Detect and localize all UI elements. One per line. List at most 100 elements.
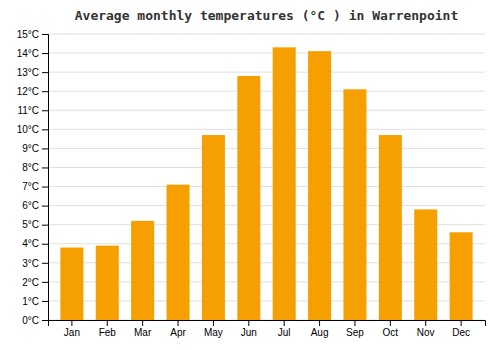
tick-mark (354, 320, 355, 326)
grid-line (48, 91, 485, 92)
bar (343, 89, 366, 320)
tick-mark (425, 320, 426, 326)
tick-label: Jan (64, 327, 80, 338)
y-axis: 0°C 1°C 2°C 3°C 4°C 5°C 6°C 7°C 8°C 9°C 10°C 11°C 12… (17, 29, 49, 326)
tick-mark (42, 282, 48, 283)
bar (131, 221, 154, 320)
grid-line (48, 129, 485, 130)
grid-line (48, 205, 485, 206)
tick-mark (178, 320, 179, 326)
tick-label: 9°C (22, 143, 39, 154)
tick-mark (42, 72, 48, 73)
bar (237, 76, 260, 320)
tick: 9°C (22, 143, 48, 154)
tick-label: 14°C (17, 48, 39, 59)
bar (273, 47, 296, 320)
tick-mark (71, 320, 72, 326)
title: Average monthly temperatures (°C ) in Wa… (75, 8, 459, 23)
tick: 8°C (22, 162, 48, 173)
tick-label: 10°C (17, 124, 39, 135)
tick: 15°C (17, 29, 48, 40)
bars (60, 47, 472, 320)
tick-mark (42, 148, 48, 149)
tick-label: Aug (311, 327, 329, 338)
grid-line (48, 148, 485, 149)
tick: 6°C (22, 200, 48, 211)
tick-mark (461, 320, 462, 326)
grid-line (48, 167, 485, 168)
tick-mark (42, 206, 48, 207)
tick-mark (107, 320, 108, 326)
bar (60, 248, 83, 320)
tick-mark (42, 320, 48, 321)
tick-mark (42, 110, 48, 111)
tick: 3°C (22, 258, 48, 269)
tick-label: 8°C (22, 162, 39, 173)
tick-label: Jul (278, 327, 291, 338)
x-axis: JanFebMarAprMayJunJulAugSepOctNovDec (49, 320, 486, 338)
tick-mark (284, 320, 285, 326)
bar (414, 209, 437, 320)
tick-mark (42, 301, 48, 302)
tick-label: 13°C (17, 67, 39, 78)
bar (379, 135, 402, 320)
tick-mark (42, 244, 48, 245)
bar (96, 246, 119, 320)
tick: Dec (452, 320, 470, 338)
tick: 13°C (17, 67, 48, 78)
tick-label: 12°C (17, 86, 39, 97)
tick-label: 15°C (17, 29, 39, 40)
bar (450, 232, 473, 320)
tick: Jun (241, 320, 257, 338)
tick-label: 2°C (22, 277, 39, 288)
tick-label: Oct (383, 327, 399, 338)
tick-mark (42, 53, 48, 54)
tick: 1°C (22, 296, 48, 307)
tick: 14°C (17, 48, 48, 59)
tick: 4°C (22, 238, 48, 249)
bar (308, 51, 331, 320)
axis-line (49, 321, 486, 327)
tick-label: Feb (99, 327, 117, 338)
tick: 10°C (17, 124, 48, 135)
tick-label: 0°C (22, 315, 39, 326)
tick-mark (42, 34, 48, 35)
tick: 7°C (22, 181, 48, 192)
tick-mark (42, 187, 48, 188)
tick: Jan (64, 320, 80, 338)
tick: Aug (311, 320, 329, 338)
tick: 11°C (17, 105, 48, 116)
grid-line (48, 186, 485, 187)
tick-mark (42, 263, 48, 264)
bar (202, 135, 225, 320)
tick-label: May (204, 327, 223, 338)
tick-label: 11°C (17, 105, 39, 116)
tick: Sep (346, 320, 364, 338)
tick-label: Dec (452, 327, 470, 338)
grid-line (48, 53, 485, 54)
tick-mark (42, 91, 48, 92)
tick-label: 7°C (22, 181, 39, 192)
tick-label: 6°C (22, 200, 39, 211)
plot: 0°C 1°C 2°C 3°C 4°C 5°C 6°C 7°C 8°C 9°C 10°C 11°C 12… (17, 29, 486, 338)
tick: 0°C (22, 315, 48, 326)
tick: Feb (99, 320, 117, 338)
chart: 0°C 1°C 2°C 3°C 4°C 5°C 6°C 7°C 8°C 9°C 10°C 11°C 12… (0, 0, 500, 350)
grid-line (48, 34, 485, 35)
tick-label: Sep (346, 327, 364, 338)
axis-line (42, 35, 49, 321)
grid-line (48, 72, 485, 73)
tick-label: 5°C (22, 219, 39, 230)
tick-label: Nov (417, 327, 435, 338)
tick: Oct (383, 320, 399, 338)
tick-mark (142, 320, 143, 326)
tick-mark (213, 320, 214, 326)
grid-line (48, 110, 485, 111)
tick-label: 4°C (22, 238, 39, 249)
tick-label: Apr (170, 327, 186, 338)
tick: 2°C (22, 277, 48, 288)
bar (167, 185, 190, 320)
tick: 5°C (22, 219, 48, 230)
tick-label: 3°C (22, 258, 39, 269)
tick-label: 1°C (22, 296, 39, 307)
